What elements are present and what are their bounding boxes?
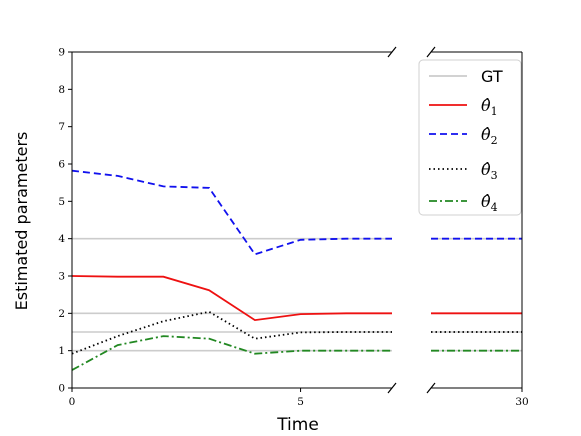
series-line-1	[71, 275, 392, 322]
series-line-4	[71, 335, 392, 371]
y-tick-label: 0	[58, 383, 65, 395]
y-tick-label: 1	[58, 345, 65, 357]
axis-labels: Time Estimated parameters	[12, 132, 319, 435]
y-tick-label: 8	[58, 84, 65, 96]
legend-label-gt: GT	[481, 67, 503, 86]
x-tick-label: 0	[69, 396, 76, 408]
series-line-2	[71, 169, 392, 256]
legend: GTθ̂1θ̂2θ̂3θ̂4	[418, 59, 522, 216]
y-tick-label: 7	[58, 121, 65, 133]
x-axis-label: Time	[276, 415, 319, 435]
y-axis-label: Estimated parameters	[12, 132, 31, 311]
legend-subscript: 1	[491, 105, 498, 118]
y-tick-label: 3	[58, 271, 65, 283]
legend-subscript: 2	[491, 134, 498, 147]
legend-box	[418, 59, 522, 216]
legend-subscript: 4	[491, 201, 498, 214]
right-panel: 30	[431, 51, 529, 408]
x-tick-label: 5	[297, 396, 304, 408]
y-tick-label: 4	[58, 233, 65, 245]
y-tick-label: 5	[58, 196, 65, 208]
y-tick-label: 6	[58, 159, 65, 171]
axis-break-mark	[426, 46, 436, 58]
left-panel: 0 1 2 3 4 5 6 7 8 9 0 5	[58, 47, 392, 408]
x-tick-label-right: 30	[515, 396, 528, 408]
axis-break-marks	[387, 46, 436, 394]
axis-break-mark	[387, 46, 397, 58]
y-tick-label: 2	[58, 308, 65, 320]
axis-break-mark	[426, 382, 436, 394]
y-tick-label: 9	[58, 47, 65, 59]
legend-subscript: 3	[491, 169, 498, 182]
axis-break-mark	[387, 382, 397, 394]
